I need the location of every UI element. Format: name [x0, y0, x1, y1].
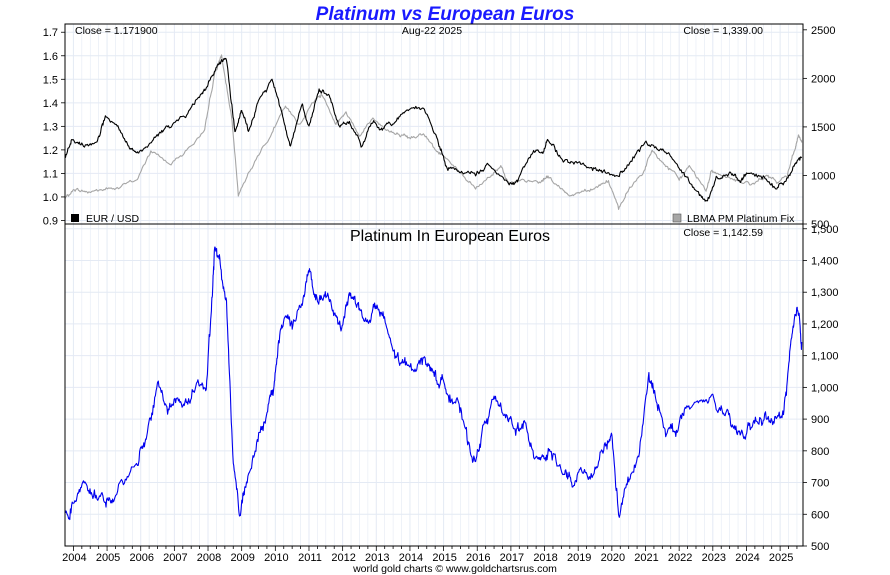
bottom-right-tick-label: 1,000 [811, 382, 839, 394]
bottom-right-tick-label: 500 [811, 541, 829, 553]
top-left-axis: 0.9 1.0 1.1 1.2 1.3 1.4 1.5 1.6 1.7 [43, 27, 65, 227]
x-tick-label: 2024 [735, 552, 759, 564]
bottom-panel-frame [64, 223, 804, 547]
legend-label-eurusd: EUR / USD [86, 213, 140, 225]
x-tick-label: 2004 [62, 552, 86, 564]
bottom-right-tick-label: 900 [811, 414, 829, 426]
x-tick-label: 2021 [634, 552, 658, 564]
top-left-tick-label: 1.6 [43, 51, 58, 63]
chart-title: Platinum vs European Euros [316, 4, 575, 25]
footer-credit: world gold charts © www.goldchartsrus.co… [352, 563, 557, 575]
top-series-layer [64, 54, 803, 210]
top-left-tick-label: 1.3 [43, 121, 58, 133]
top-left-tick-label: 1.1 [43, 168, 58, 180]
top-right-tick-label: 500 [811, 219, 829, 231]
top-right-tick-label: 1000 [811, 170, 835, 182]
eurusd-close-readout: Close = 1.171900 [75, 25, 158, 37]
bottom-right-tick-label: 1,500 [811, 224, 839, 236]
x-tick-label: 2018 [533, 552, 557, 564]
top-right-axis: 500 1000 1500 2000 2500 [803, 25, 835, 231]
bottom-right-tick-label: 1,200 [811, 319, 839, 331]
bottom-right-tick-label: 1,300 [811, 287, 839, 299]
x-tick-label: 2014 [399, 552, 423, 564]
top-gridlines [65, 24, 803, 224]
x-tick-label: 2011 [298, 552, 322, 564]
series-line-platinum-eur [64, 246, 803, 521]
bottom-right-axis: 500 600 700 800 900 1,000 1,100 1,200 1,300 1,400… [803, 224, 839, 553]
x-tick-label: 2008 [197, 552, 221, 564]
bottom-panel-subtitle: Platinum In European Euros [350, 228, 550, 245]
top-right-tick-label: 2000 [811, 73, 835, 85]
x-tick-label: 2007 [163, 552, 187, 564]
top-left-tick-label: 1.0 [43, 192, 58, 204]
x-tick-label: 2015 [432, 552, 456, 564]
x-tick-label: 2020 [601, 552, 625, 564]
bottom-right-tick-label: 800 [811, 446, 829, 458]
x-tick-label: 2017 [500, 552, 524, 564]
x-tick-label: 2022 [668, 552, 692, 564]
bottom-right-tick-label: 700 [811, 478, 829, 490]
bottom-right-tick-label: 1,100 [811, 351, 839, 363]
x-axis: 2004 2005 2006 2007 2008 2009 2010 2011 2012 2013… [62, 546, 798, 564]
bottom-series-layer [64, 246, 803, 521]
bottom-gridlines [65, 224, 803, 547]
x-tick-label: 2023 [702, 552, 726, 564]
top-left-tick-label: 0.9 [43, 215, 58, 227]
bottom-right-tick-label: 1,400 [811, 255, 839, 267]
legend-swatch-platinum-usd [672, 213, 682, 223]
x-tick-label: 2012 [331, 552, 355, 564]
series-line-eurusd [64, 57, 803, 202]
legend-swatch-eurusd [71, 214, 79, 222]
x-tick-label: 2013 [365, 552, 389, 564]
x-tick-label: 2025 [769, 552, 793, 564]
top-right-tick-label: 1500 [811, 122, 835, 134]
platinum-eur-close-readout: Close = 1,142.59 [683, 227, 763, 239]
x-tick-label: 2005 [96, 552, 120, 564]
x-tick-label: 2006 [129, 552, 153, 564]
date-readout: Aug-22 2025 [402, 25, 462, 37]
top-left-tick-label: 1.7 [43, 27, 58, 39]
bottom-panel: Platinum In European Euros Close = 1,142… [64, 223, 839, 553]
x-tick-label: 2019 [567, 552, 591, 564]
top-left-tick-label: 1.2 [43, 145, 58, 157]
bottom-right-tick-label: 600 [811, 509, 829, 521]
top-panel: Close = 1.171900 Aug-22 2025 Close = 1,3… [43, 23, 835, 231]
top-right-tick-label: 2500 [811, 25, 835, 37]
x-tick-label: 2016 [466, 552, 490, 564]
x-tick-label: 2010 [264, 552, 288, 564]
top-left-tick-label: 1.5 [43, 74, 58, 86]
platinum-usd-close-readout: Close = 1,339.00 [683, 25, 763, 37]
x-tick-label: 2009 [230, 552, 254, 564]
legend-label-platinum-usd: LBMA PM Platinum Fix [687, 213, 795, 225]
top-left-tick-label: 1.4 [43, 98, 58, 110]
